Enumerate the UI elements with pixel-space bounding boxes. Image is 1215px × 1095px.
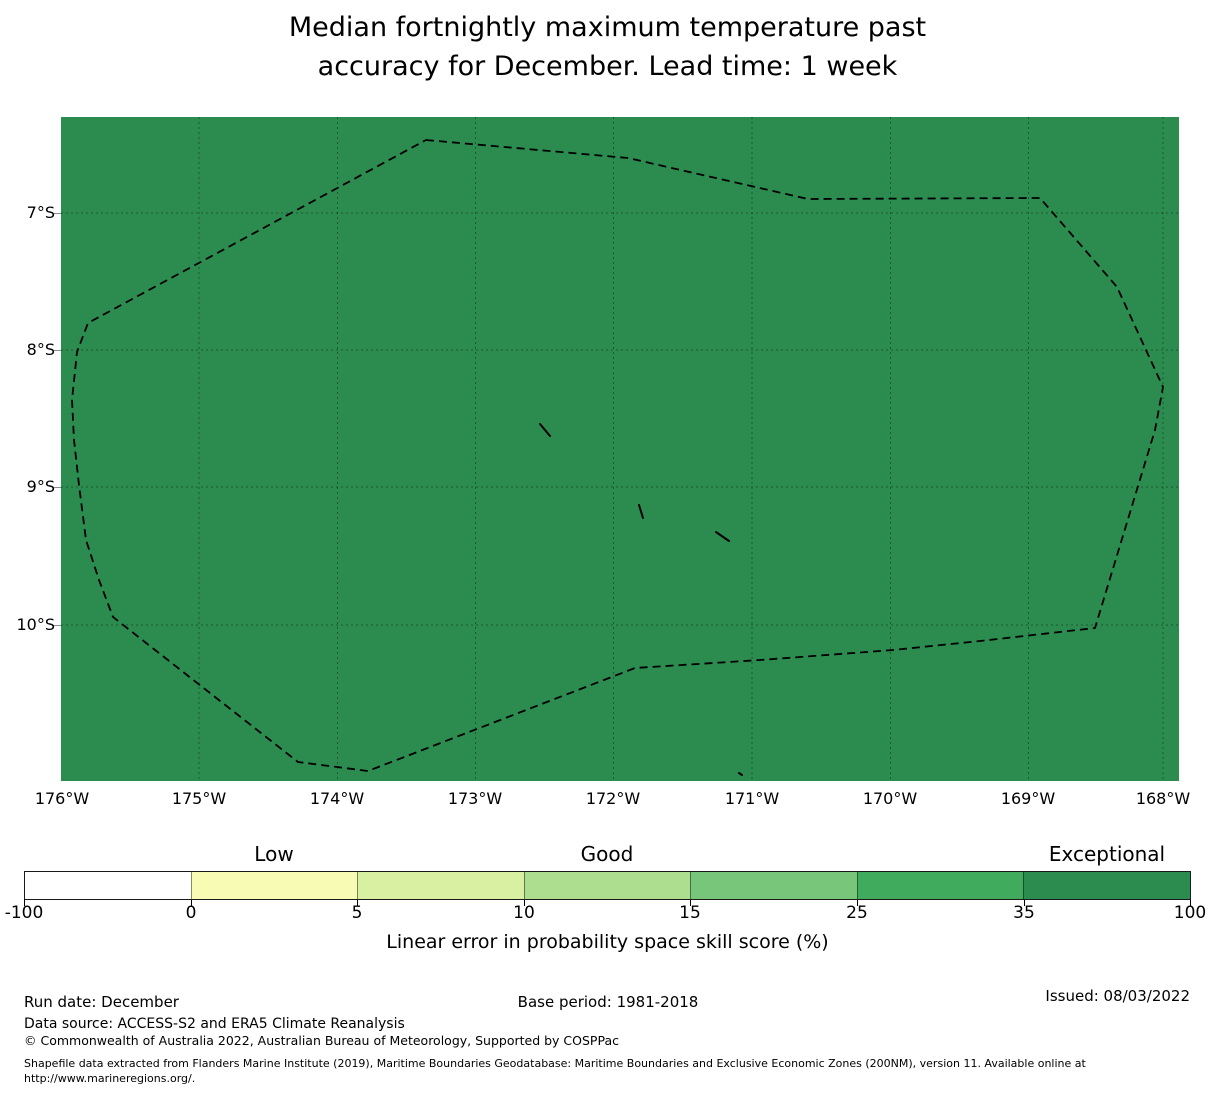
x-tick-label: 173°W <box>447 789 503 808</box>
x-tick-label: 170°W <box>862 789 918 808</box>
colorbar-tick-label: 35 <box>1013 903 1035 923</box>
colorbar-category-exceptional: Exceptional <box>1048 842 1166 866</box>
y-tick-label: 7°S <box>26 203 55 222</box>
colorbar-tick-label: 5 <box>351 903 363 923</box>
island-mark-4 <box>738 772 743 776</box>
x-tick-label: 176°W <box>34 789 90 808</box>
title-line-2: accuracy for December. Lead time: 1 week <box>317 51 898 82</box>
base-period-text: Base period: 1981-2018 <box>517 993 699 1011</box>
y-tick-label: 10°S <box>16 615 55 634</box>
x-tick-label: 168°W <box>1135 789 1191 808</box>
run-date-text: Run date: December <box>24 993 179 1011</box>
colorbar-tick-label: 10 <box>513 903 535 923</box>
colorbar-axis-label: Linear error in probability space skill … <box>386 931 829 953</box>
grid-lines <box>61 117 1179 781</box>
y-tickmark-8s <box>54 350 61 351</box>
x-tick-label: 174°W <box>309 789 365 808</box>
title-line-1: Median fortnightly maximum temperature p… <box>288 12 927 43</box>
colorbar-segment-1 <box>25 872 191 899</box>
issued-date-text: Issued: 08/03/2022 <box>1045 987 1190 1005</box>
colorbar-tick-label: 25 <box>846 903 868 923</box>
colorbar-tickmark <box>24 900 25 906</box>
x-tick-label: 172°W <box>585 789 641 808</box>
y-tickmark-7s <box>54 213 61 214</box>
y-tickmark-9s <box>54 487 61 488</box>
island-mark-2 <box>638 504 644 519</box>
x-tick-label: 171°W <box>724 789 780 808</box>
island-mark-3 <box>715 531 730 542</box>
colorbar-segment-3 <box>357 872 524 899</box>
x-tick-label: 169°W <box>1000 789 1056 808</box>
colorbar-category-good: Good <box>580 842 634 866</box>
colorbar-segment-5 <box>690 872 857 899</box>
colorbar-segment-4 <box>523 872 691 899</box>
colorbar-tick-label: 15 <box>679 903 701 923</box>
colorbar-tickmark <box>1190 900 1191 906</box>
shapefile-note-text: Shapefile data extracted from Flanders M… <box>24 1057 1086 1085</box>
page-title: Median fortnightly maximum temperature p… <box>0 8 1215 86</box>
colorbar-tickmark <box>191 900 192 906</box>
colorbar-segment-6 <box>856 872 1024 899</box>
map-canvas <box>61 117 1179 781</box>
copyright-text: © Commonwealth of Australia 2022, Austra… <box>24 1033 619 1048</box>
x-tick-label: 175°W <box>171 789 227 808</box>
y-tick-label: 9°S <box>26 477 55 496</box>
colorbar-tickmark <box>524 900 525 906</box>
island-marks <box>539 423 743 776</box>
map-panel <box>61 117 1179 781</box>
y-tickmark-10s <box>54 625 61 626</box>
colorbar-category-low: Low <box>254 842 294 866</box>
colorbar-tick-label: 0 <box>185 903 197 923</box>
colorbar-tickmark <box>857 900 858 906</box>
colorbar-segment-2 <box>190 872 358 899</box>
colorbar <box>24 871 1191 900</box>
colorbar-tickmark <box>1024 900 1025 906</box>
island-mark-1 <box>539 423 551 437</box>
data-source-text: Data source: ACCESS-S2 and ERA5 Climate … <box>24 1016 405 1032</box>
colorbar-tickmark <box>357 900 358 906</box>
colorbar-tick-label: -100 <box>4 903 44 923</box>
eez-boundary-outline <box>71 139 1164 772</box>
colorbar-segment-7 <box>1023 872 1191 899</box>
colorbar-tickmark <box>690 900 691 906</box>
y-tick-label: 8°S <box>26 340 55 359</box>
colorbar-tick-label: 100 <box>1173 903 1207 923</box>
